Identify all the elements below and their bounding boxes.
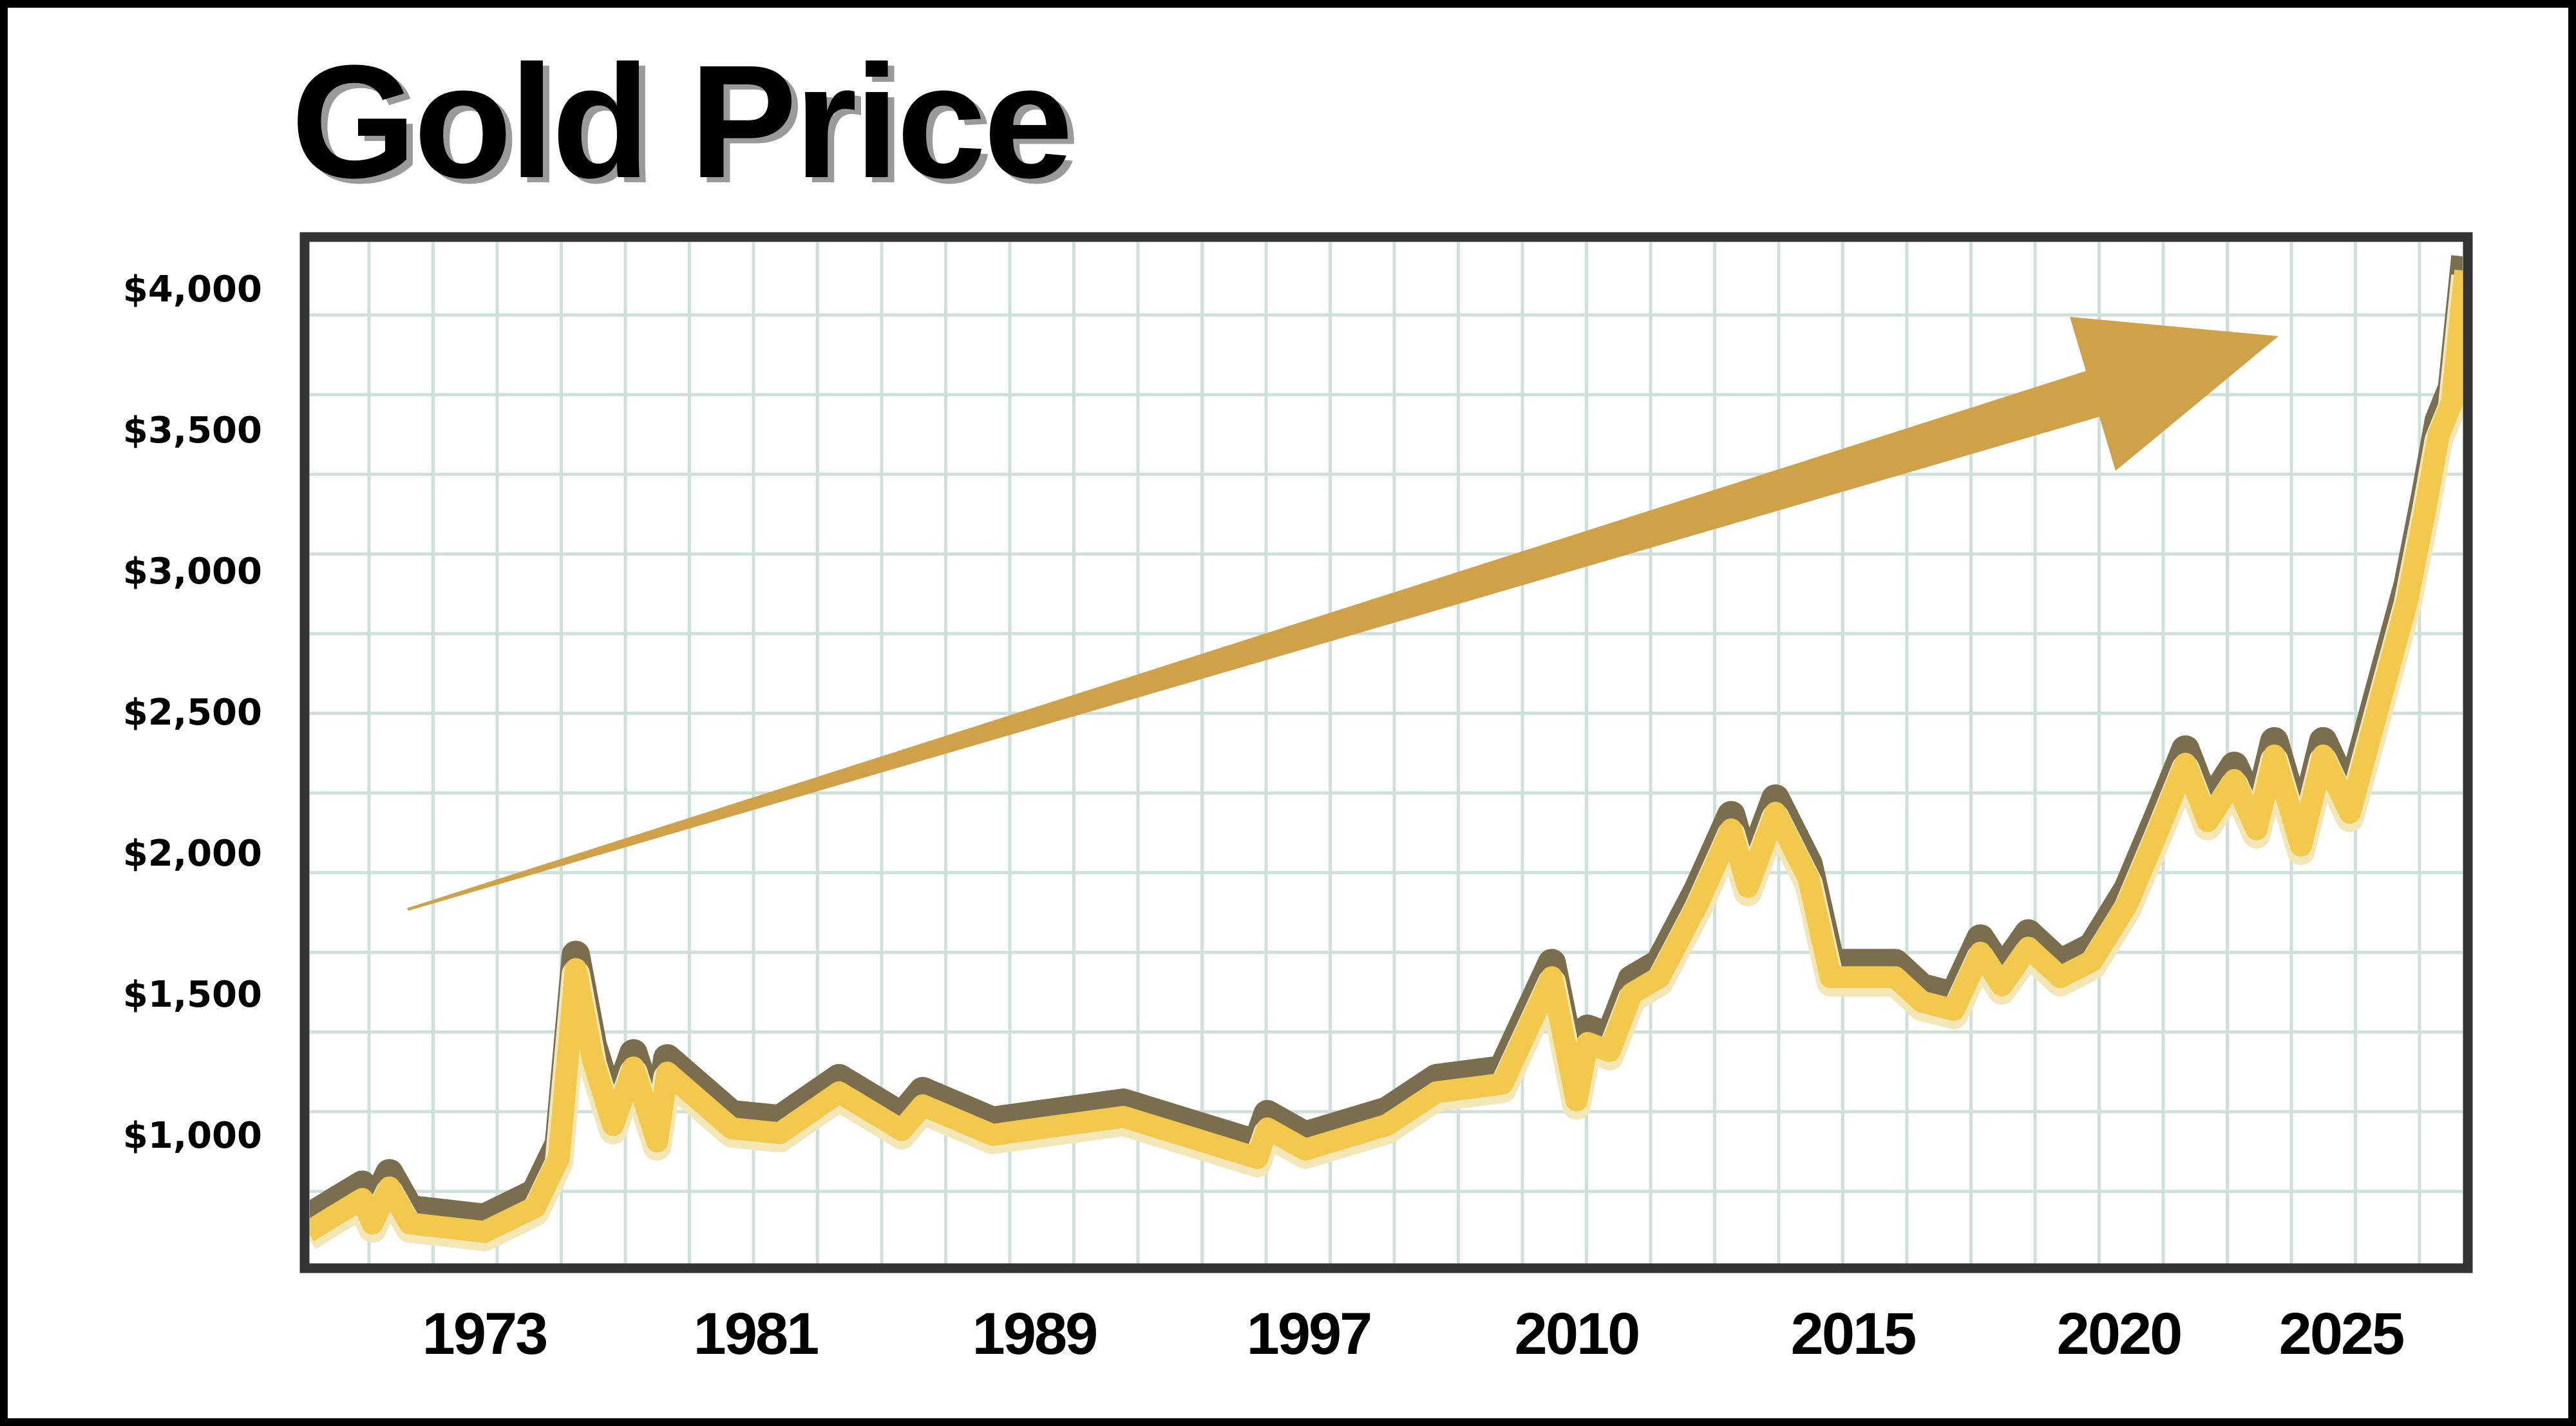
x-tick-label: 1973 <box>422 1301 547 1367</box>
x-tick-label: 1997 <box>1247 1301 1371 1367</box>
x-axis: 1973 1981 1989 1997 2010 2015 2020 2025 <box>422 1301 2405 1367</box>
x-tick-label: 2025 <box>2279 1301 2403 1367</box>
plot-frame <box>299 232 2473 1273</box>
y-tick-label: $1,000 <box>123 1115 262 1157</box>
y-tick-label: $2,500 <box>123 692 262 734</box>
x-tick-label: 1981 <box>694 1301 818 1367</box>
series-line <box>310 269 2463 1243</box>
y-tick-label: $1,500 <box>123 974 262 1016</box>
x-tick-label: 2015 <box>1791 1301 1915 1367</box>
y-tick-label: $3,000 <box>123 551 262 593</box>
x-tick-label: 2010 <box>1515 1301 1639 1367</box>
series-gold <box>310 255 2463 1251</box>
x-tick-label: 1989 <box>972 1301 1097 1367</box>
gold-price-chart: $1,000 $1,500 $2,000 $2,500 $3,000 $3,500 $4,0… <box>123 232 2473 1367</box>
chart-title: Gold Price <box>291 32 1073 211</box>
trend-arrow <box>407 317 2278 911</box>
x-tick-label: 2020 <box>2057 1301 2181 1367</box>
y-axis: $1,000 $1,500 $2,000 $2,500 $3,000 $3,500 $4,0… <box>123 269 262 1157</box>
y-tick-label: $3,500 <box>123 410 262 452</box>
y-tick-label: $4,000 <box>123 269 262 310</box>
y-tick-label: $2,000 <box>123 833 262 875</box>
